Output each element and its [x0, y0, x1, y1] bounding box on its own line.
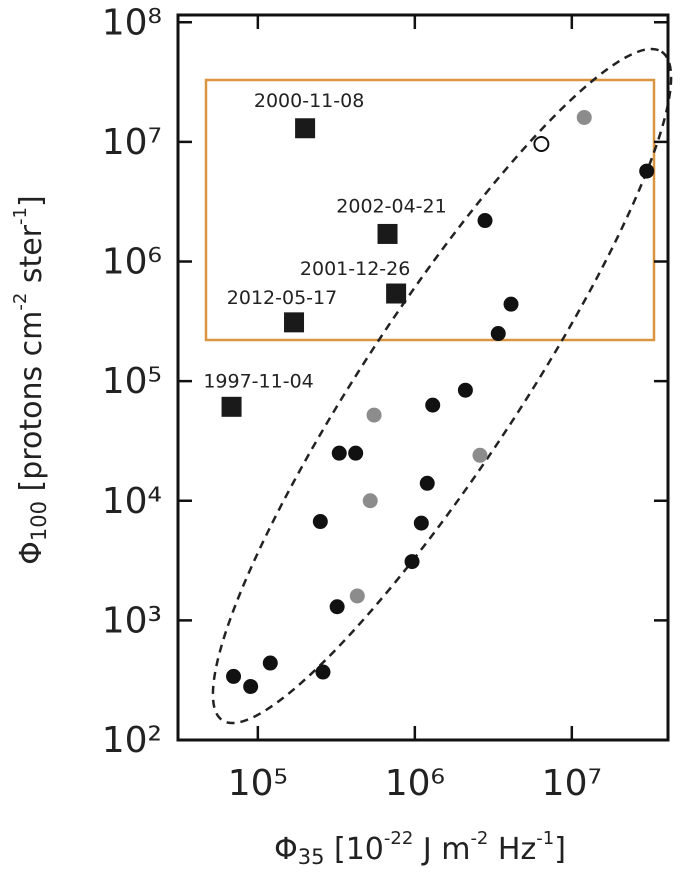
point — [503, 296, 519, 312]
y-axis-label-part: [protons cm — [14, 311, 49, 501]
point — [262, 655, 278, 671]
point — [472, 447, 488, 463]
point-label: 2012-05-17 — [227, 287, 337, 309]
square-point — [386, 283, 407, 304]
square-point — [377, 223, 398, 244]
point — [490, 326, 506, 342]
y-tick-label: 10⁵ — [102, 361, 162, 402]
point — [312, 514, 328, 530]
y-tick-label: 10⁴ — [102, 481, 162, 522]
square-point — [295, 118, 316, 139]
x-axis-label-part: J m — [413, 832, 470, 867]
point — [315, 664, 331, 680]
x-axis-label-part: Hz — [488, 832, 536, 867]
point — [329, 599, 345, 615]
y-tick-label: 10³ — [102, 600, 162, 641]
x-tick-label: 10⁵ — [228, 763, 288, 804]
open-point — [533, 136, 550, 153]
point — [413, 515, 429, 531]
y-axis-label-part: Φ — [14, 541, 49, 565]
point — [404, 554, 420, 570]
point — [362, 493, 378, 509]
x-axis-label: Φ35 [10-22 J m-2 Hz-1] — [274, 828, 566, 869]
point-label: 2000-11-08 — [254, 90, 364, 112]
point — [226, 668, 242, 684]
point — [331, 445, 347, 461]
x-axis-label-part: -2 — [470, 828, 488, 849]
point — [419, 475, 435, 491]
x-tick-label: 10⁷ — [542, 763, 602, 804]
y-axis-label-part: ] — [14, 195, 49, 207]
point-label: 1997-11-04 — [203, 370, 313, 392]
point — [348, 445, 364, 461]
point — [639, 163, 655, 179]
point — [576, 109, 592, 125]
y-tick-label: 10² — [102, 720, 162, 761]
x-tick-label: 10⁶ — [385, 763, 445, 804]
point-label: 2002-04-21 — [336, 195, 446, 217]
y-tick-label: 10⁸ — [102, 2, 162, 43]
square-point — [284, 312, 305, 333]
y-axis-label-part: 100 — [27, 501, 51, 541]
y-axis-label-part: -2 — [10, 293, 31, 311]
y-axis-label: Φ100 [protons cm-2 ster-1] — [10, 195, 51, 564]
x-axis-label-part: ] — [554, 832, 566, 867]
point — [477, 213, 493, 229]
point — [457, 382, 473, 398]
y-tick-label: 10⁷ — [102, 122, 162, 163]
point — [349, 588, 365, 604]
square-point — [221, 396, 242, 417]
plot-frame — [176, 13, 670, 742]
y-tick-label: 10⁶ — [102, 242, 162, 283]
y-axis-label-part: ster — [14, 224, 49, 292]
point — [425, 397, 441, 413]
dashed-ellipse — [211, 47, 673, 725]
point — [243, 679, 259, 695]
point — [366, 407, 382, 423]
x-axis-label-part: -1 — [536, 828, 554, 849]
point-label: 2001-12-26 — [300, 258, 410, 280]
x-axis-label-part: [10 — [324, 832, 383, 867]
y-axis-label-part: -1 — [10, 207, 31, 225]
x-axis-label-part: Φ — [274, 832, 298, 867]
x-axis-label-part: -22 — [384, 828, 413, 849]
highlight-box — [204, 78, 656, 342]
x-axis-label-part: 35 — [298, 845, 325, 869]
